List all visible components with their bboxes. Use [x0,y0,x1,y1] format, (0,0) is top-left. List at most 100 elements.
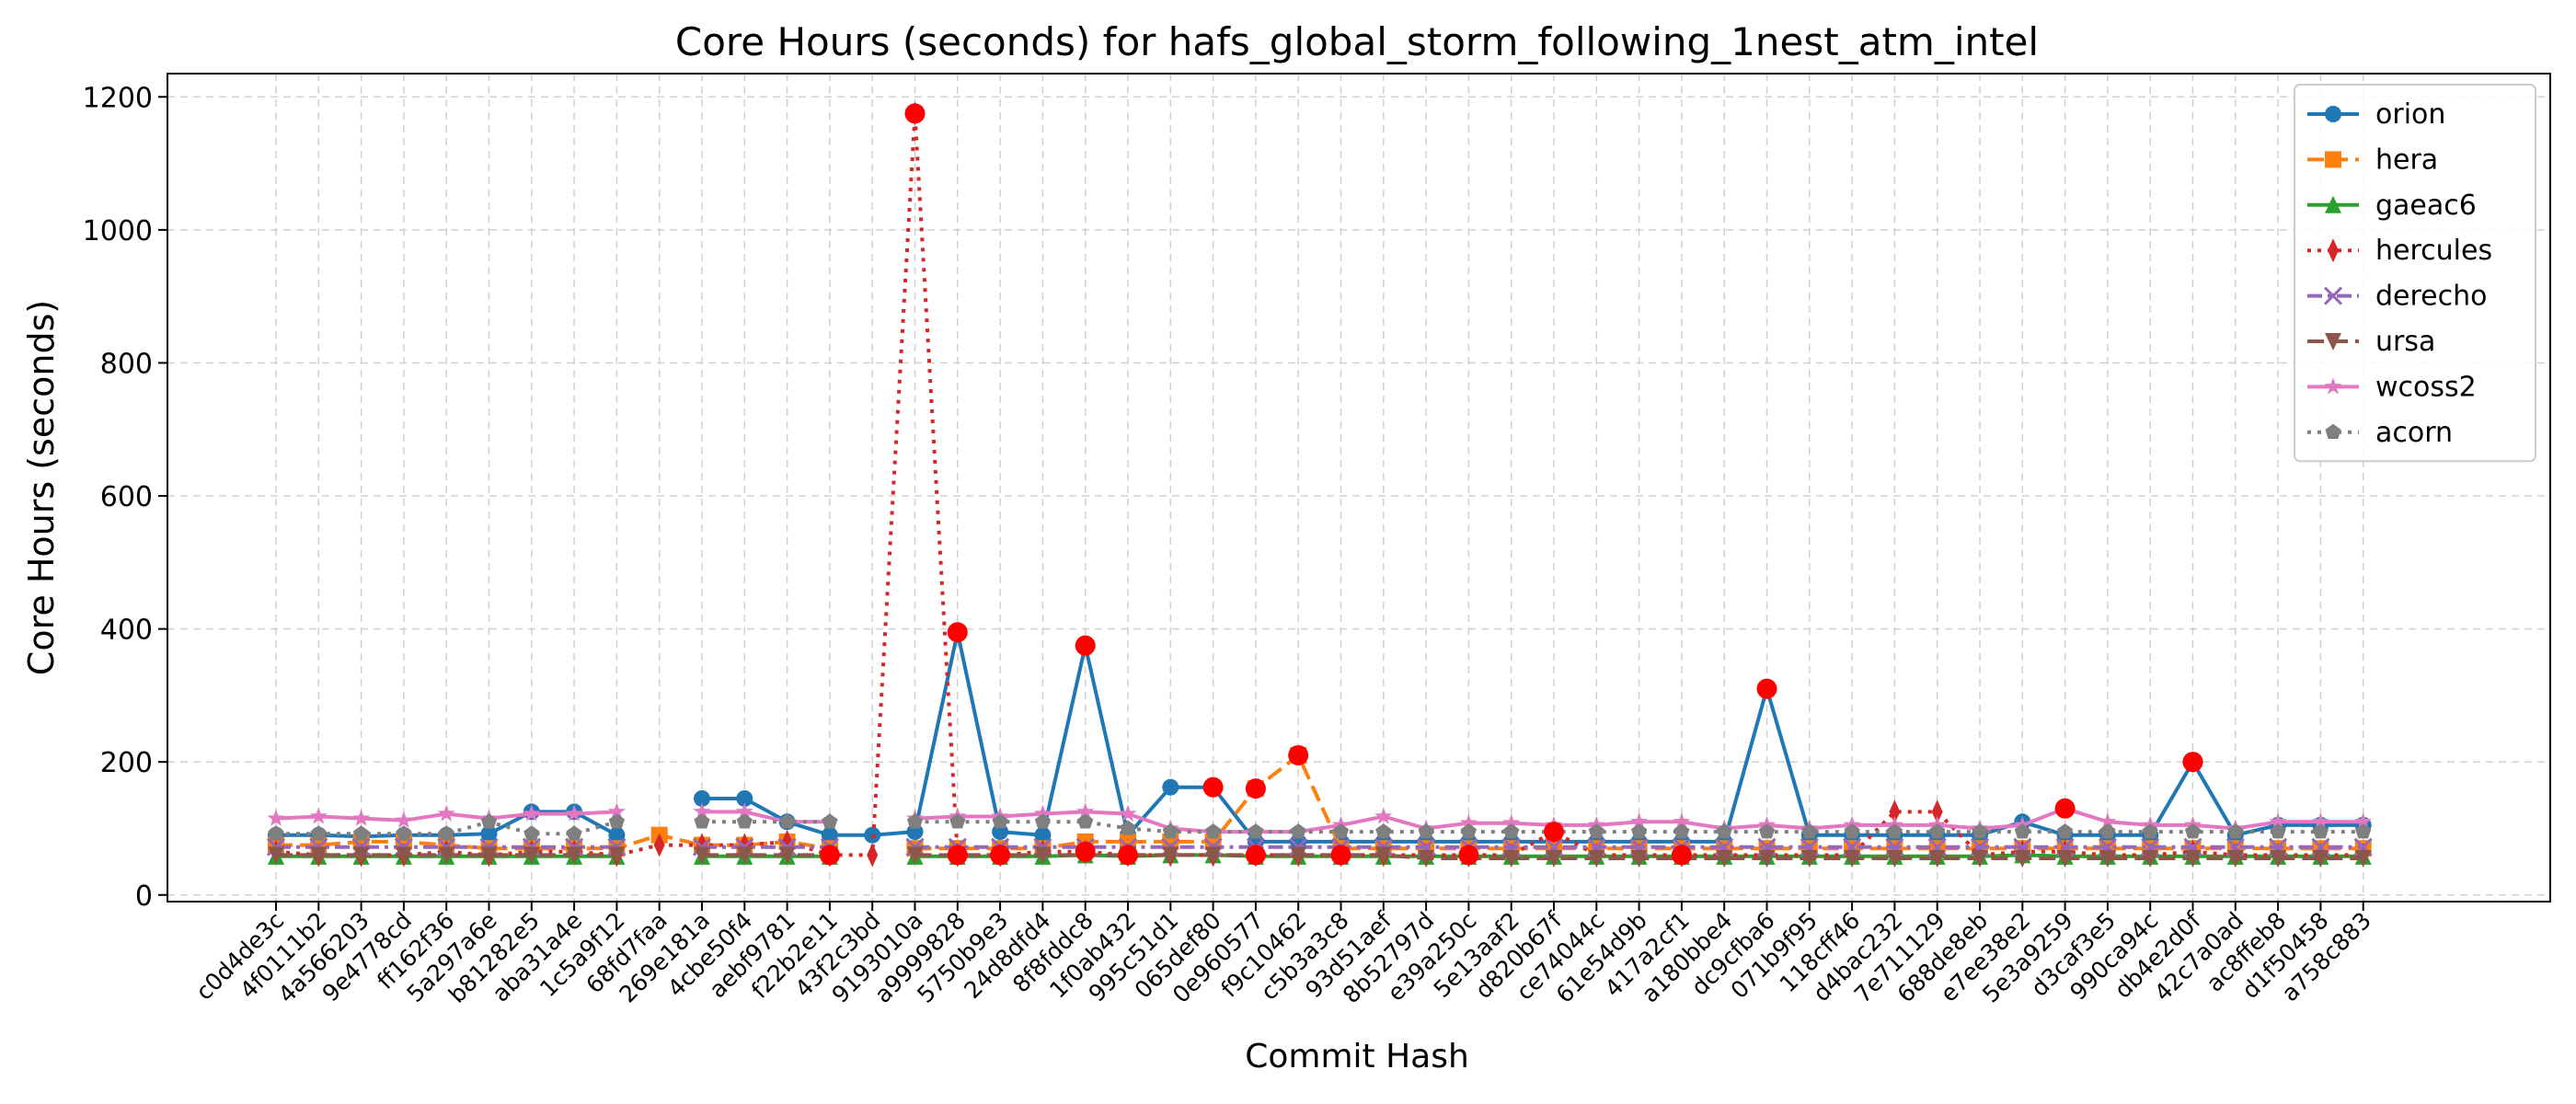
highlight-point [1245,845,1266,866]
data-point-ursa [1034,846,1052,865]
legend-label: ursa [2375,326,2435,358]
data-point-acorn [523,825,540,841]
highlight-point [904,103,926,124]
data-point-orion [694,789,710,807]
data-point-ursa [2270,850,2287,868]
data-point-wcoss2 [1119,804,1137,822]
data-point-ursa [2226,850,2244,868]
data-point-wcoss2 [1033,804,1052,822]
data-point-ursa [778,846,796,865]
legend-box [2294,84,2536,463]
data-point-acorn [1758,823,1776,839]
legend-label: orion [2375,98,2445,131]
highlight-point [947,845,968,866]
data-point-acorn [906,813,924,829]
legend-item-wcoss2: wcoss2 [2307,371,2477,403]
data-point-ursa [1546,850,1562,868]
data-point-wcoss2 [1374,807,1393,824]
data-point-acorn [1332,823,1350,839]
data-point-ursa [906,846,924,865]
data-point-acorn [2227,823,2244,839]
legend-item-ursa: ursa [2307,326,2435,358]
data-point-acorn [1972,823,1988,839]
data-point-ursa [2354,850,2372,868]
highlight-point [947,622,968,643]
y-tick-label: 0 [135,880,153,913]
data-point-ursa [1162,846,1179,865]
legend-marker [2325,333,2341,351]
data-point-ursa [694,846,710,865]
data-point-ursa [438,846,455,865]
data-point-ursa [1290,846,1307,865]
highlight-point [990,845,1011,866]
data-point-wcoss2 [2099,812,2117,830]
data-point-acorn [1886,823,1903,839]
data-point-acorn [1248,823,1264,839]
data-point-orion [1034,826,1052,844]
highlight-point [2182,752,2203,773]
highlight-point [2054,798,2076,819]
data-point-ursa [1630,850,1648,868]
highlight-point [1118,845,1138,866]
data-point-acorn [992,813,1008,829]
data-point-wcoss2 [2311,812,2329,830]
data-point-ursa [2312,850,2329,868]
data-point-acorn [736,813,753,829]
data-point-acorn [2014,823,2030,839]
highlight-point [1756,678,1777,699]
legend-item-orion: orion [2307,98,2445,131]
data-point-ursa [2184,850,2202,868]
data-point-acorn [1077,813,1094,829]
data-point-acorn [608,813,625,829]
legend-label: wcoss2 [2375,371,2477,403]
legend-label: hercules [2375,235,2492,267]
data-point-acorn [1716,823,1732,839]
legend-item-acorn: acorn [2307,417,2453,449]
data-point-wcoss2 [1630,812,1649,830]
legend-label: hera [2375,144,2438,176]
data-point-acorn [2270,823,2286,839]
series-line-wcoss2 [702,810,830,824]
legend-item-derecho: derecho [2307,281,2488,313]
data-point-ursa [523,846,540,865]
data-point-ursa [2014,850,2031,868]
data-point-acorn [353,825,370,841]
data-point-ursa [310,846,328,865]
data-point-ursa [608,846,626,865]
data-point-wcoss2 [309,807,328,824]
data-point-acorn [1844,823,1860,839]
data-point-orion [821,826,838,844]
data-point-ursa [1418,850,1435,868]
legend-marker [2325,151,2341,168]
grid [167,74,2550,902]
data-point-ursa [2056,850,2074,868]
data-point-ursa [352,846,370,865]
series-layer [266,101,2373,868]
data-point-acorn [566,825,582,841]
data-point-ursa [736,846,753,865]
y-tick-label: 1000 [83,215,153,247]
legend-label: acorn [2375,417,2453,449]
data-point-acorn [2142,823,2158,839]
legend-marker [2325,423,2341,440]
y-axis-title: Core Hours (seconds) [21,300,62,675]
data-point-ursa [480,846,498,865]
data-point-wcoss2 [735,802,753,820]
data-point-acorn [2184,823,2202,839]
data-point-wcoss2 [1076,802,1095,820]
highlight-point [1288,744,1309,765]
data-point-acorn [779,813,796,829]
data-point-acorn [2099,823,2116,839]
x-axis-title: Commit Hash [1245,1038,1469,1075]
data-point-orion [1162,778,1179,796]
series-line-acorn [914,820,2363,834]
data-point-ursa [566,846,583,865]
data-point-hercules [867,843,879,868]
y-tick-label: 1200 [83,82,153,114]
data-point-ursa [2142,850,2159,868]
data-point-ursa [1844,850,1861,868]
data-point-acorn [1929,823,1946,839]
y-tick-label: 200 [100,747,153,779]
data-point-acorn [2057,823,2074,839]
data-point-wcoss2 [1459,813,1478,831]
